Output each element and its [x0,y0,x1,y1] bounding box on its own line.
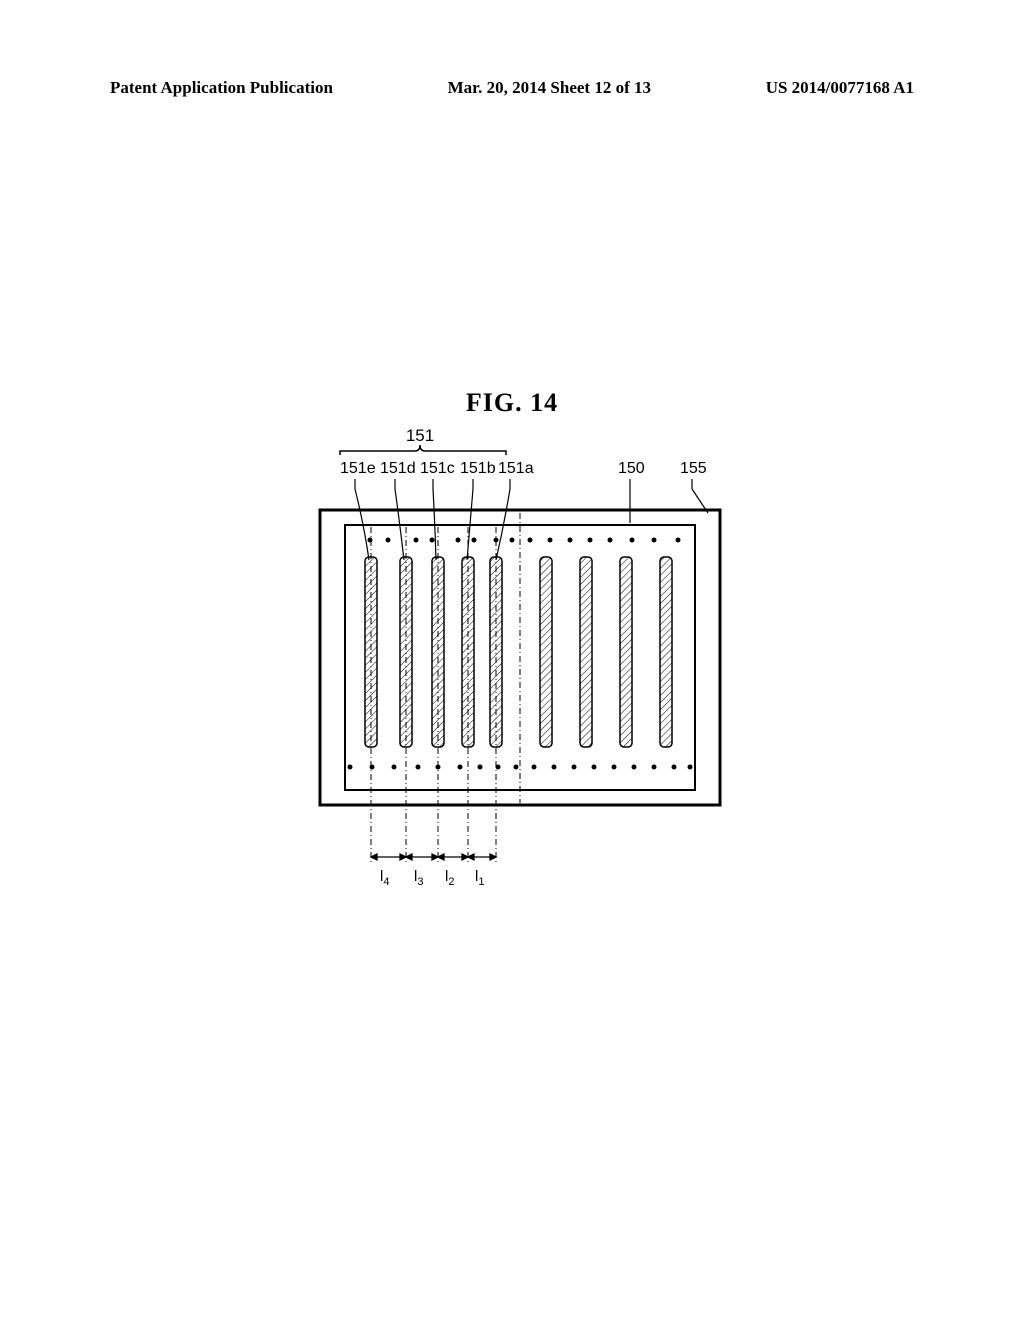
label-151e: 151e [340,460,376,477]
label-151: 151 [406,426,434,445]
label-151d: 151d [380,460,416,477]
header-center: Mar. 20, 2014 Sheet 12 of 13 [448,78,651,98]
dim-l3-sub: 3 [417,876,423,888]
header-right: US 2014/0077168 A1 [766,78,914,98]
bracket-151: 151 [340,426,506,455]
figure-diagram: 151 151e 151d 151c 151b 151a 150 155 [280,425,740,905]
svg-text:l3: l3 [414,868,423,888]
label-151b: 151b [460,460,496,477]
top-labels: 151e 151d 151c 151b 151a 150 155 [340,460,707,477]
svg-text:l4: l4 [380,868,389,888]
svg-text:l2: l2 [445,868,454,888]
dimension-labels: l4 l3 l2 l1 [380,868,484,888]
svg-text:l1: l1 [475,868,484,888]
dim-l1-sub: 1 [478,876,484,888]
header-left: Patent Application Publication [110,78,333,98]
dim-l2-sub: 2 [448,876,454,888]
dim-l4-sub: 4 [383,876,389,888]
dimension-arrows [371,854,496,860]
bars [365,557,672,747]
label-150: 150 [618,460,645,477]
label-151c: 151c [420,460,455,477]
label-155: 155 [680,460,707,477]
figure-title: FIG. 14 [0,388,1024,418]
page-header: Patent Application Publication Mar. 20, … [110,78,914,98]
leader-lines [355,479,708,560]
label-151a: 151a [498,460,534,477]
top-dots [368,538,681,543]
